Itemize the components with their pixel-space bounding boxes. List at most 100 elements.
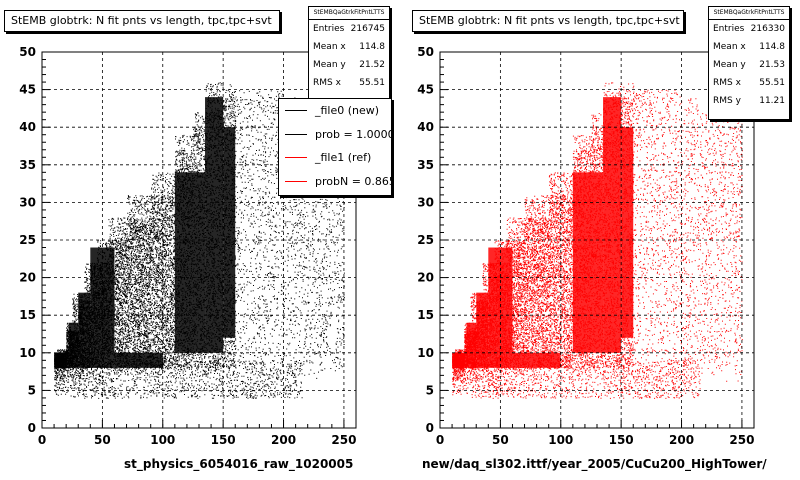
legend-label: prob = 1.000000	[315, 127, 391, 141]
legend-label: _file1 (ref)	[315, 151, 372, 164]
y-tick-label: 30	[417, 195, 434, 209]
legend-entry-file1: _file1 (ref)	[279, 146, 391, 170]
x-tick-label: 250	[331, 433, 356, 447]
y-tick-label: 35	[417, 158, 434, 172]
scatter-dense-block	[621, 127, 634, 338]
stats-label: Mean y	[713, 60, 746, 70]
x-axis-label-right: new/daq_sl302.ittf/year_2005/CuCu200_Hig…	[422, 457, 767, 471]
stats-label: RMS y	[713, 96, 741, 106]
legend-label: _file0 (new)	[315, 104, 380, 117]
x-axis: 0 50 100 150 200 250	[436, 420, 754, 447]
chart-title-left: StEMB globtrk: N fit pnts vs length, tpc…	[4, 10, 280, 32]
y-tick-label: 15	[417, 308, 434, 322]
stats-label: Mean x	[713, 42, 746, 52]
stats-value: 55.51	[359, 78, 385, 88]
scatter-dense-block	[54, 352, 69, 368]
y-tick-label: 0	[28, 421, 36, 435]
scatter-dense-block	[466, 322, 477, 368]
y-tick-label: 0	[426, 421, 434, 435]
legend-entry-probN: probN = 0.86539	[279, 170, 391, 194]
legend-line-marker	[285, 180, 307, 182]
scatter-dense-block	[512, 352, 561, 368]
stats-value: 114.8	[359, 42, 385, 52]
stats-row: Entries 216330	[709, 20, 789, 38]
scatter-dense-block	[572, 172, 604, 353]
legend-entry-file0: _file0 (new)	[279, 99, 391, 123]
stats-label: Mean y	[313, 60, 346, 70]
stats-row: Mean x 114.8	[309, 38, 389, 56]
stats-box-right: StEMBQaGtrkFitPntLTTS Entries 216330 Mea…	[708, 6, 790, 120]
x-tick-label: 150	[609, 433, 634, 447]
stats-value: 55.51	[759, 78, 785, 88]
y-axis: 0 5 10 15 20 25 30 35 40 45 50	[417, 45, 448, 435]
x-tick-label: 200	[669, 433, 694, 447]
stats-row: Mean y 21.52	[309, 56, 389, 74]
grid	[440, 52, 754, 428]
scatter-dense-block	[223, 127, 236, 338]
y-tick-label: 20	[19, 271, 36, 285]
chart-title-right: StEMB globtrk: N fit pnts vs length, tpc…	[412, 10, 684, 32]
legend-line-marker	[285, 110, 307, 111]
x-tick-label: 100	[548, 433, 573, 447]
x-tick-label: 0	[436, 433, 444, 447]
y-tick-label: 50	[417, 45, 434, 59]
scatter-dense-block	[68, 322, 79, 368]
stats-row: Mean y 21.53	[709, 56, 789, 74]
scatter-dense-block	[476, 292, 489, 368]
scatter-dense-block	[205, 97, 224, 353]
x-tick-label: 50	[94, 433, 111, 447]
x-tick-label: 250	[729, 433, 754, 447]
y-tick-label: 25	[417, 233, 434, 247]
x-axis: 0 50 100 150 200 250	[38, 420, 356, 447]
stats-row: Entries 216745	[309, 20, 389, 38]
stats-box-left: StEMBQaGtrkFitPntLTTS Entries 216745 Mea…	[308, 6, 390, 110]
stats-label: Mean x	[313, 42, 346, 52]
stats-value: 21.53	[759, 60, 785, 70]
stats-row: RMS y 11.21	[709, 92, 789, 110]
y-tick-label: 45	[417, 83, 434, 97]
stats-name-left: StEMBQaGtrkFitPntLTTS	[309, 7, 389, 20]
y-tick-label: 10	[417, 346, 434, 360]
grid	[42, 52, 356, 428]
y-tick-label: 5	[28, 383, 36, 397]
scatter-dense-block	[452, 352, 467, 368]
scatter-dense-block	[114, 352, 163, 368]
stats-row: RMS x 55.51	[309, 74, 389, 92]
scatter-points	[452, 82, 743, 399]
stats-label: RMS x	[313, 78, 341, 88]
scatter-dense-block	[603, 97, 622, 353]
x-axis-label-left: st_physics_6054016_raw_1020005	[124, 457, 354, 471]
stats-row: Mean x 114.8	[709, 38, 789, 56]
stats-value: 11.21	[759, 96, 785, 106]
y-tick-label: 35	[19, 158, 36, 172]
stats-value: 114.8	[759, 42, 785, 52]
scatter-dense-block	[488, 247, 513, 368]
y-tick-label: 40	[19, 120, 36, 134]
legend-line-marker	[285, 133, 307, 135]
x-tick-label: 50	[492, 433, 509, 447]
stats-label: RMS x	[713, 78, 741, 88]
y-tick-label: 5	[426, 383, 434, 397]
legend-label: probN = 0.86539	[315, 174, 391, 188]
y-axis: 0 5 10 15 20 25 30 35 40 45 50	[19, 45, 50, 435]
x-tick-label: 100	[150, 433, 175, 447]
scatter-dense-block	[78, 292, 91, 368]
x-tick-label: 150	[211, 433, 236, 447]
stats-row: RMS x 55.51	[709, 74, 789, 92]
stats-value: 21.52	[359, 60, 385, 70]
y-tick-label: 45	[19, 83, 36, 97]
stats-value: 216330	[750, 24, 785, 34]
y-tick-label: 40	[417, 120, 434, 134]
y-tick-label: 10	[19, 346, 36, 360]
y-tick-label: 25	[19, 233, 36, 247]
legend-line-marker	[285, 157, 307, 158]
stats-label: Entries	[313, 24, 345, 34]
legend-box: _file0 (new) prob = 1.000000 _file1 (ref…	[278, 98, 392, 196]
stats-label: Entries	[713, 24, 745, 34]
y-tick-label: 15	[19, 308, 36, 322]
y-tick-label: 50	[19, 45, 36, 59]
legend-entry-prob: prob = 1.000000	[279, 123, 391, 147]
stats-value: 216745	[350, 24, 385, 34]
